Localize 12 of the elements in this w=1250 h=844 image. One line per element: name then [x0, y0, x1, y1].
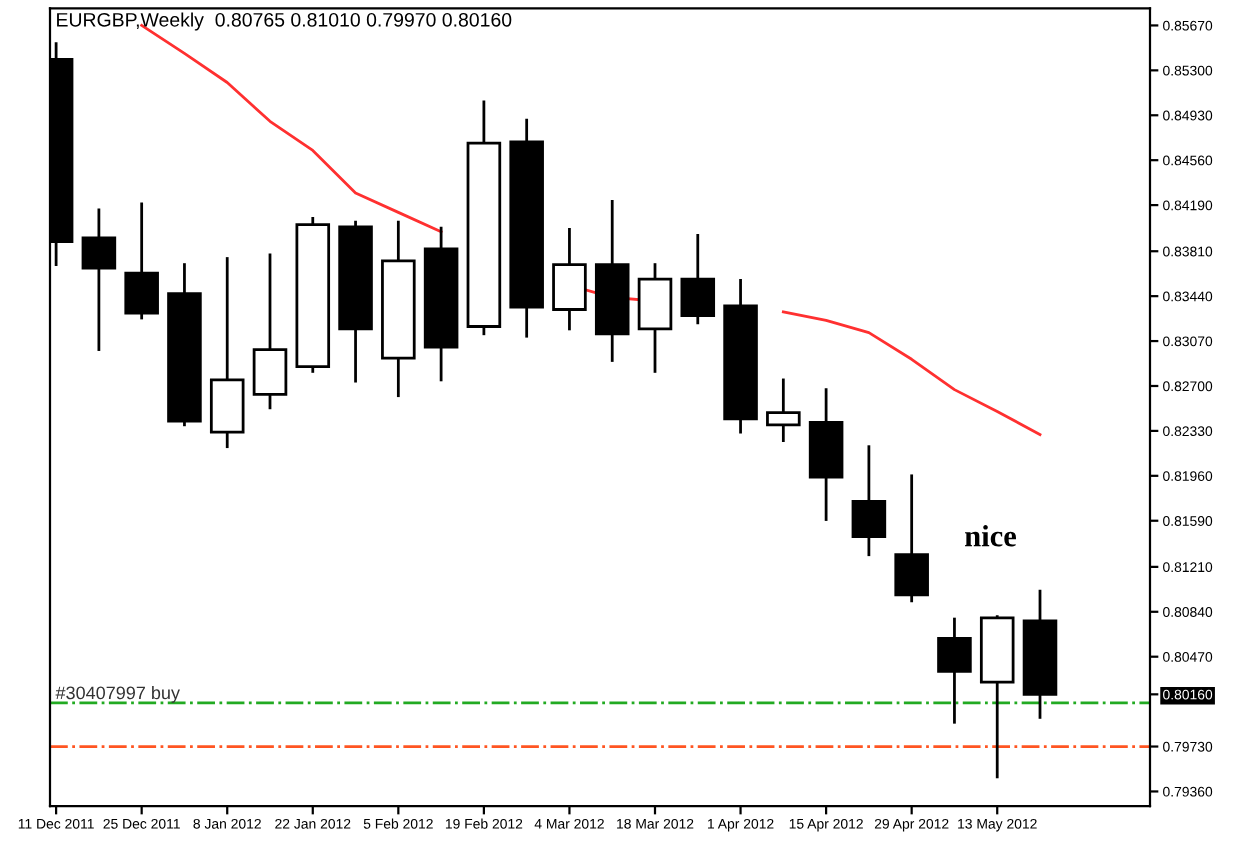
candlestick: [124, 202, 159, 320]
candlestick: [894, 474, 929, 603]
chart-title: EURGBP,Weekly 0.80765 0.81010 0.79970 0.80160: [57, 12, 512, 31]
candlestick: [766, 378, 801, 442]
candlestick: [680, 234, 716, 325]
candlestick: [252, 253, 288, 410]
ref-line-label: #30407997 buy: [55, 686, 180, 703]
candlestick: [851, 445, 887, 557]
candlestick: [552, 227, 587, 331]
candlestick: [81, 208, 117, 351]
candlestick: [937, 617, 972, 724]
annotation: nice: [965, 524, 1017, 547]
